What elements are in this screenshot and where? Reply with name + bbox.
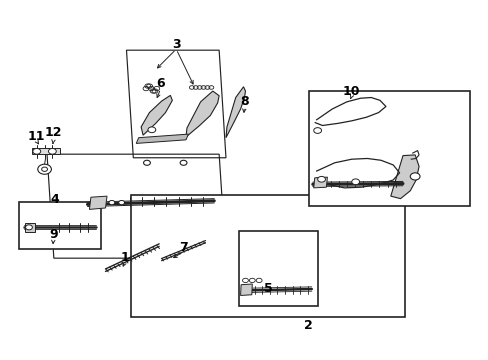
- Text: 7: 7: [179, 241, 187, 254]
- Bar: [238, 231, 317, 306]
- Circle shape: [109, 201, 115, 205]
- Polygon shape: [313, 177, 327, 188]
- Text: 4: 4: [50, 193, 59, 206]
- Circle shape: [38, 164, 51, 174]
- Text: 9: 9: [49, 228, 58, 241]
- Polygon shape: [225, 87, 245, 138]
- Text: 5: 5: [263, 282, 272, 295]
- Bar: [308, 91, 469, 206]
- Text: 2: 2: [303, 319, 312, 332]
- Text: 11: 11: [27, 130, 45, 143]
- Polygon shape: [25, 223, 35, 231]
- Text: 10: 10: [342, 85, 360, 98]
- Polygon shape: [141, 95, 172, 135]
- Polygon shape: [240, 284, 252, 296]
- Circle shape: [25, 225, 32, 230]
- Circle shape: [249, 278, 255, 283]
- Circle shape: [351, 179, 359, 185]
- Text: 6: 6: [156, 77, 164, 90]
- Text: 12: 12: [44, 126, 62, 139]
- Text: 1: 1: [121, 251, 129, 264]
- Circle shape: [256, 278, 262, 283]
- Polygon shape: [89, 196, 107, 210]
- Polygon shape: [136, 134, 188, 143]
- Bar: [131, 195, 405, 317]
- Circle shape: [48, 148, 56, 154]
- Circle shape: [143, 160, 150, 165]
- Circle shape: [317, 176, 325, 182]
- Polygon shape: [32, 148, 60, 154]
- Text: 8: 8: [240, 95, 248, 108]
- Circle shape: [148, 127, 156, 133]
- Circle shape: [409, 173, 419, 180]
- Circle shape: [119, 201, 124, 205]
- Circle shape: [41, 167, 47, 171]
- Polygon shape: [185, 91, 219, 137]
- Polygon shape: [390, 155, 418, 199]
- Bar: [19, 202, 101, 249]
- Circle shape: [313, 128, 321, 134]
- Circle shape: [33, 148, 41, 154]
- Text: 3: 3: [172, 38, 180, 51]
- Circle shape: [242, 278, 248, 283]
- Circle shape: [180, 160, 186, 165]
